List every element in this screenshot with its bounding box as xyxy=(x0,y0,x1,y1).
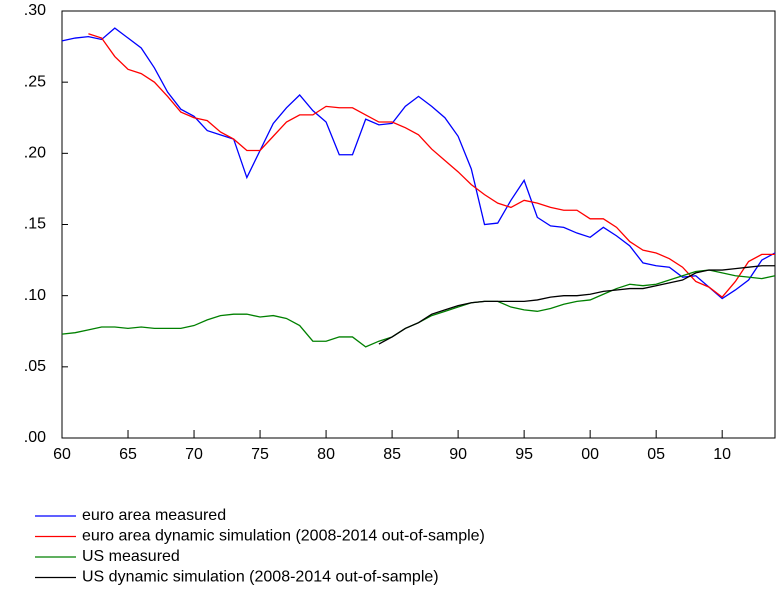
line xyxy=(378,265,775,345)
y-tick-label: .25 xyxy=(24,73,46,90)
y-tick-label: .15 xyxy=(24,216,46,233)
line xyxy=(61,27,776,300)
line xyxy=(88,33,775,298)
y-tick-label: .30 xyxy=(24,2,46,19)
x-tick-label: 60 xyxy=(53,446,71,463)
x-tick-label: 85 xyxy=(383,446,401,463)
plot-frame xyxy=(61,10,776,439)
x-tick-label: 65 xyxy=(119,446,137,463)
x-tick-label: 90 xyxy=(449,446,467,463)
y-tick-label: .20 xyxy=(24,145,46,162)
x-tick-label: 95 xyxy=(515,446,533,463)
x-tick-label: 05 xyxy=(647,446,665,463)
x-tick-label: 10 xyxy=(713,446,731,463)
legend-label: euro area dynamic simulation (2008-2014 … xyxy=(82,528,485,545)
line xyxy=(61,269,776,348)
y-tick-label: .10 xyxy=(24,287,46,304)
x-tick-label: 80 xyxy=(317,446,335,463)
x-tick-label: 70 xyxy=(185,446,203,463)
legend-label: US dynamic simulation (2008-2014 out-of-… xyxy=(82,569,439,586)
x-tick-label: 00 xyxy=(581,446,599,463)
legend-label: US measured xyxy=(82,548,180,565)
y-tick-label: .05 xyxy=(24,358,46,375)
y-tick-label: .00 xyxy=(24,429,46,446)
x-tick-label: 75 xyxy=(251,446,269,463)
legend-label: euro area measured xyxy=(82,507,226,524)
